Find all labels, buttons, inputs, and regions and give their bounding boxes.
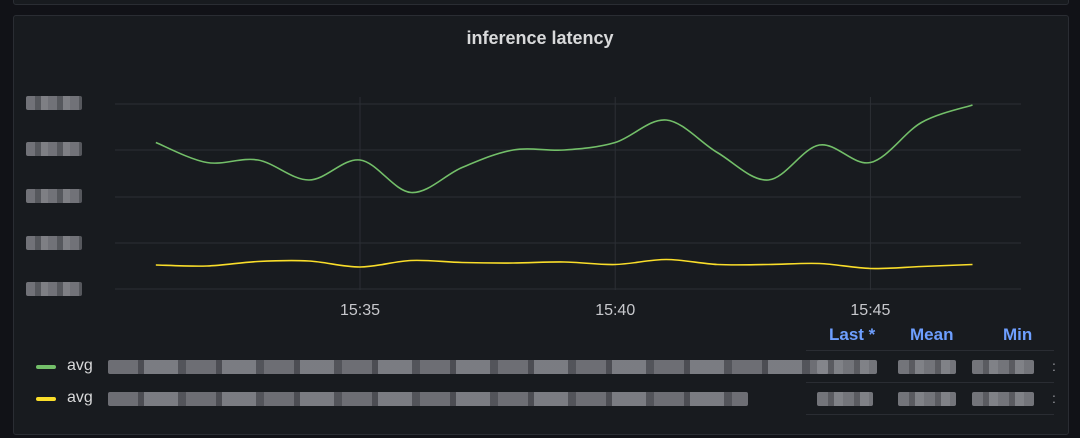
legend-value-min-redacted [972, 360, 1034, 374]
legend-value-last-redacted [817, 392, 873, 406]
legend-header-mean[interactable]: Mean [910, 325, 954, 344]
legend-header-last[interactable]: Last * [829, 325, 876, 344]
y-tick-label-redacted [26, 282, 82, 296]
x-tick-label: 15:35 [340, 302, 380, 319]
chart-grid [115, 97, 1021, 290]
legend-value-min-redacted [972, 392, 1034, 406]
legend-divider [806, 382, 1054, 383]
legend-series-label[interactable]: avg [67, 357, 93, 374]
legend-value-mean-redacted [898, 392, 956, 406]
y-tick-label-redacted [26, 142, 82, 156]
chart-series [155, 104, 973, 270]
legend-value-last-redacted [817, 360, 877, 374]
x-axis-ticks: 15:35 15:40 15:45 [340, 302, 891, 319]
legend-row[interactable]: avg [36, 353, 828, 381]
legend-divider [806, 414, 1054, 415]
series-line-green[interactable] [155, 104, 973, 194]
y-tick-label-redacted [26, 189, 82, 203]
legend-series-label[interactable]: avg [67, 389, 93, 406]
y-tick-label-redacted [26, 96, 82, 110]
previous-panel-edge [13, 0, 1069, 5]
panel-title[interactable]: inference latency [466, 28, 614, 48]
legend-swatch-green [36, 365, 56, 369]
x-tick-label: 15:40 [595, 302, 635, 319]
legend-overflow-indicator: : [1052, 358, 1056, 374]
legend-value-mean-redacted [898, 360, 956, 374]
legend-swatch-yellow [36, 397, 56, 401]
y-tick-label-redacted [26, 236, 82, 250]
legend-series-name-redacted [108, 360, 828, 374]
legend-row[interactable]: avg [36, 385, 796, 413]
legend-divider [806, 350, 1054, 351]
legend-header-min[interactable]: Min [1003, 325, 1033, 344]
x-tick-label: 15:45 [850, 302, 890, 319]
series-line-yellow[interactable] [155, 258, 973, 270]
legend-overflow-indicator: : [1052, 390, 1056, 406]
legend-series-name-redacted [108, 392, 748, 406]
